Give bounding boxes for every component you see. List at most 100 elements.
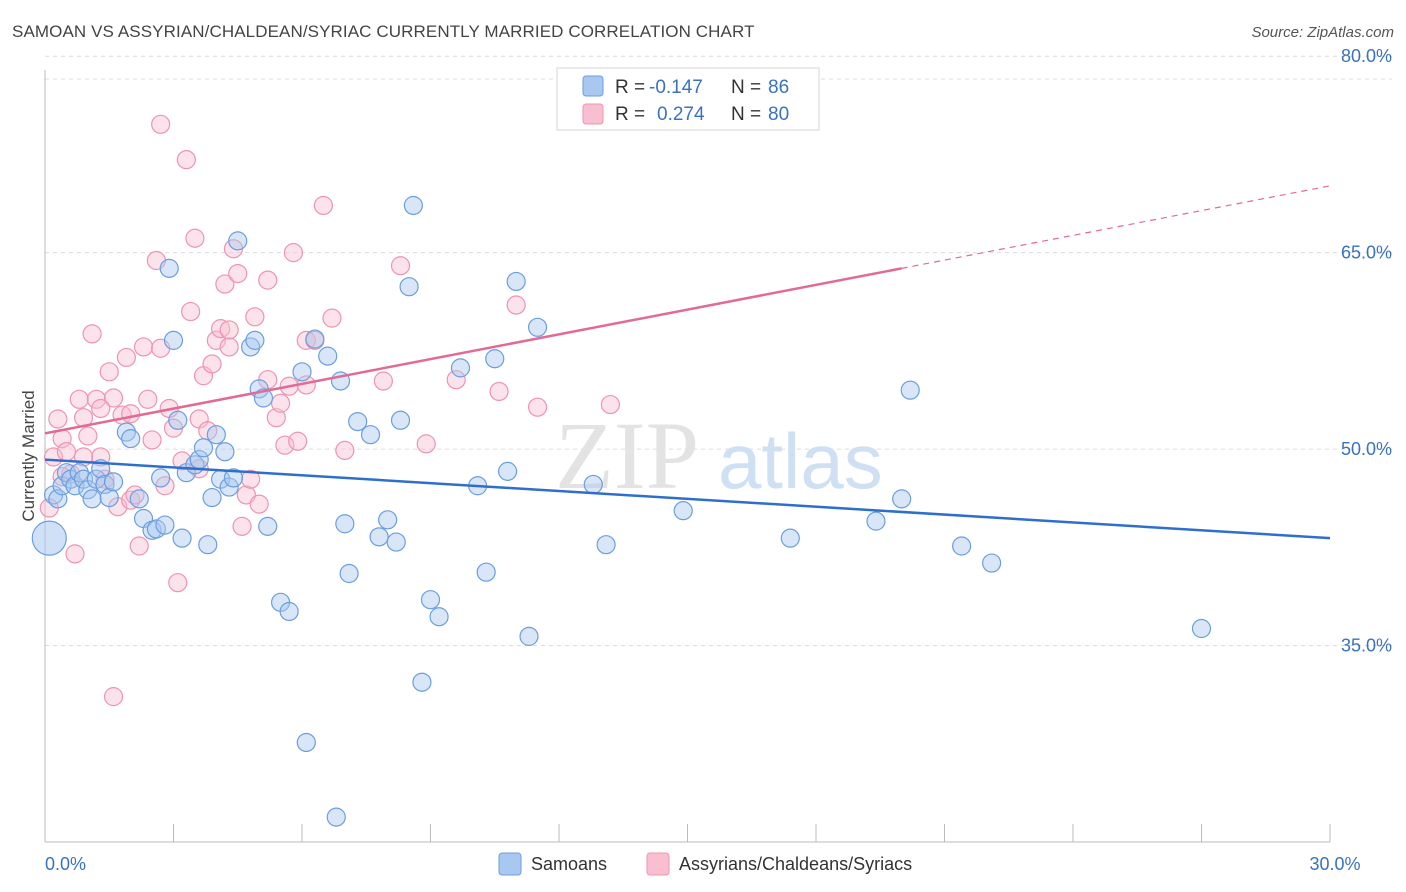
series-samoans-points bbox=[31, 195, 1212, 827]
samoan-point bbox=[292, 362, 312, 382]
x-axis-tick-labels: 0.0% 30.0% bbox=[45, 854, 1361, 874]
assyrian-point bbox=[116, 347, 136, 368]
assyrian-point bbox=[232, 516, 252, 536]
assyrian-point bbox=[258, 270, 278, 290]
samoan-point bbox=[296, 732, 316, 753]
samoan-point bbox=[583, 474, 603, 495]
y-axis-tick-labels: 80.0% 65.0% 50.0% 35.0% bbox=[1341, 46, 1392, 655]
assyrian-point bbox=[202, 354, 222, 374]
assyrian-point bbox=[82, 324, 102, 344]
samoan-point bbox=[155, 515, 175, 535]
chart-source: Source: ZipAtlas.com bbox=[1251, 24, 1394, 41]
samoan-point bbox=[339, 563, 359, 584]
assyrians-trend-line bbox=[44, 267, 902, 435]
samoan-point bbox=[193, 438, 214, 458]
samoan-point bbox=[952, 536, 972, 556]
assyrian-point bbox=[335, 440, 355, 461]
assyrian-point bbox=[215, 274, 235, 294]
samoan-point bbox=[982, 553, 1002, 573]
assyrian-point bbox=[56, 442, 77, 462]
samoan-point bbox=[245, 330, 265, 350]
assyrian-point bbox=[506, 295, 526, 315]
samoan-point bbox=[476, 562, 496, 582]
assyrian-point bbox=[219, 320, 239, 340]
samoan-point bbox=[99, 487, 119, 508]
legend-swatch-pink bbox=[582, 103, 604, 125]
samoan-point bbox=[198, 535, 218, 555]
samoan-point bbox=[780, 528, 800, 548]
bottom-legend-label-assyrians: Assyrians/Chaldeans/Syriacs bbox=[679, 854, 912, 874]
samoan-point bbox=[31, 520, 67, 556]
samoan-point bbox=[82, 489, 102, 509]
legend-r-value-1: -0.147 bbox=[649, 77, 703, 98]
assyrian-point bbox=[121, 404, 141, 424]
assyrian-point bbox=[600, 394, 621, 415]
legend-n-value-1: 86 bbox=[768, 77, 789, 98]
samoan-point bbox=[519, 626, 539, 646]
assyrian-point bbox=[133, 337, 154, 357]
bottom-legend-label-samoans: Samoans bbox=[531, 854, 607, 874]
samoan-point bbox=[121, 429, 141, 449]
assyrian-point bbox=[283, 243, 304, 263]
samoan-point bbox=[326, 807, 346, 827]
samoan-point bbox=[163, 330, 184, 350]
assyrian-point bbox=[322, 308, 342, 328]
assyrian-point bbox=[91, 398, 111, 419]
samoan-point bbox=[429, 607, 449, 627]
assyrian-point bbox=[142, 430, 162, 450]
x-tick-label-0: 0.0% bbox=[45, 854, 86, 874]
assyrian-point bbox=[288, 431, 308, 451]
assyrian-point bbox=[151, 114, 171, 134]
samoan-point bbox=[900, 380, 920, 400]
assyrian-point bbox=[176, 150, 196, 170]
samoan-point bbox=[399, 277, 419, 297]
samoan-point bbox=[206, 425, 226, 445]
y-axis-label: Currently Married bbox=[19, 390, 38, 521]
assyrian-point bbox=[86, 389, 107, 409]
samoan-point bbox=[866, 511, 886, 531]
samoans-trend-line bbox=[44, 458, 1331, 540]
assyrian-point bbox=[69, 389, 89, 409]
samoan-point bbox=[412, 672, 432, 692]
samoan-point bbox=[202, 487, 222, 508]
samoan-point bbox=[151, 468, 171, 488]
assyrian-point bbox=[446, 370, 466, 390]
samoan-point bbox=[378, 510, 398, 530]
assyrian-point bbox=[416, 434, 436, 454]
samoan-point bbox=[420, 590, 441, 610]
legend-swatch-blue bbox=[582, 75, 604, 97]
samoan-point bbox=[219, 477, 239, 497]
assyrian-point bbox=[172, 451, 192, 471]
assyrian-point bbox=[266, 408, 286, 428]
legend-r-label-1: R = bbox=[615, 77, 645, 98]
y-tick-label-1: 65.0% bbox=[1341, 243, 1392, 263]
assyrian-point bbox=[245, 307, 265, 327]
assyrian-point bbox=[103, 687, 124, 707]
watermark-atlas: atlas bbox=[718, 417, 883, 505]
assyrian-point bbox=[65, 544, 85, 564]
samoan-point bbox=[360, 425, 381, 445]
x-axis-ticks bbox=[44, 824, 1331, 842]
assyrian-point bbox=[275, 435, 295, 455]
samoan-point bbox=[673, 501, 693, 521]
samoan-point bbox=[159, 258, 179, 278]
samoan-point bbox=[305, 329, 325, 349]
stats-legend: R = -0.147 N = 86 R = 0.274 N = 80 bbox=[556, 67, 820, 131]
assyrian-point bbox=[138, 389, 158, 409]
trend-lines bbox=[44, 185, 1331, 540]
samoan-point bbox=[1191, 618, 1212, 639]
samoan-point bbox=[318, 346, 338, 366]
assyrian-point bbox=[527, 397, 548, 417]
watermark: ZIP atlas bbox=[555, 402, 883, 509]
samoan-point bbox=[129, 489, 149, 509]
assyrian-point bbox=[129, 536, 149, 556]
samoan-point bbox=[506, 271, 526, 292]
samoan-point bbox=[498, 461, 518, 481]
samoan-point bbox=[485, 349, 505, 369]
legend-n-value-2: 80 bbox=[768, 104, 789, 125]
legend-n-label-2: N = bbox=[731, 104, 761, 125]
samoan-point bbox=[103, 472, 124, 492]
y-tick-label-2: 50.0% bbox=[1341, 439, 1392, 459]
assyrian-point bbox=[99, 362, 119, 382]
